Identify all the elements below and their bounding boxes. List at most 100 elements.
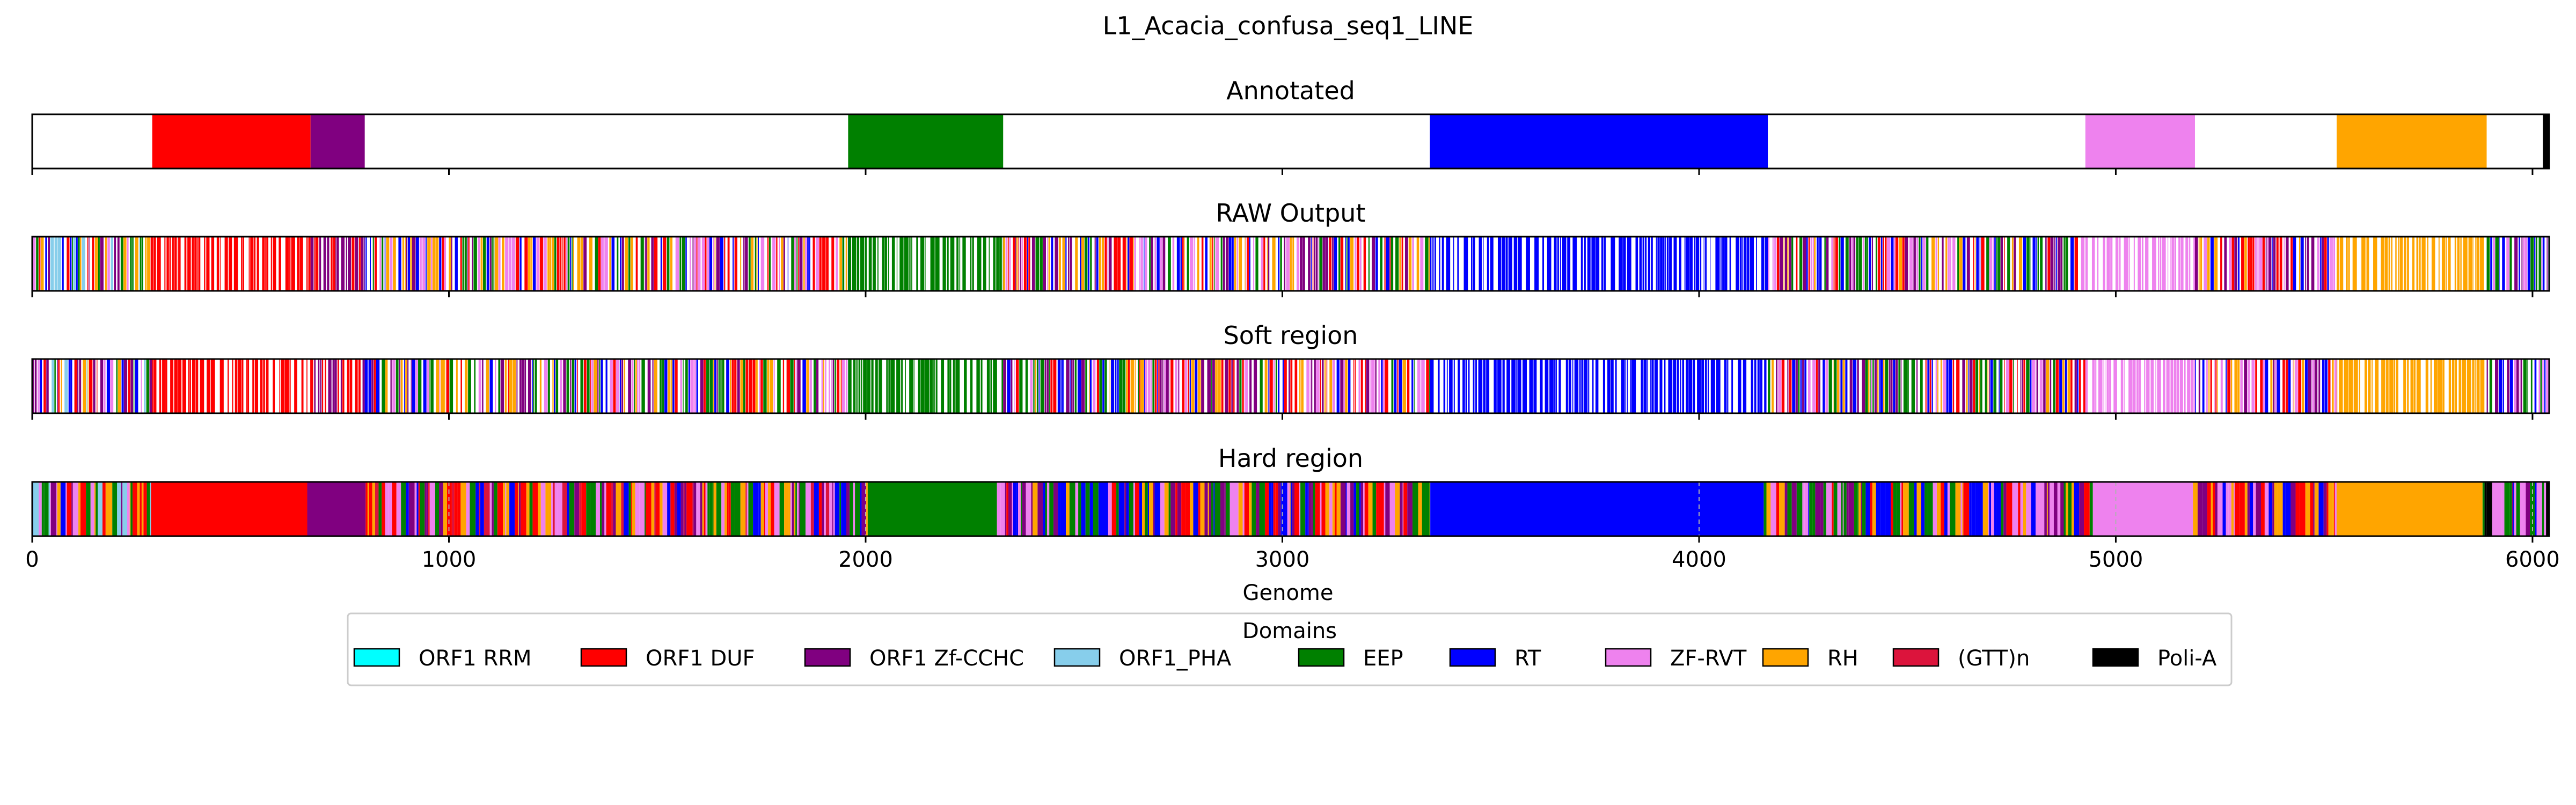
segment-eep bbox=[1856, 237, 1859, 291]
segment-rt bbox=[1381, 359, 1383, 413]
segment-orf1-zf-cchc bbox=[1407, 482, 1410, 536]
segment-eep bbox=[1867, 237, 1868, 291]
segment-rh bbox=[1197, 237, 1199, 291]
legend-swatch bbox=[1605, 648, 1652, 667]
segment-rh bbox=[41, 237, 44, 291]
segment-orf1-duf bbox=[727, 237, 730, 291]
segment-rt bbox=[1574, 359, 1575, 413]
segment-rt bbox=[1760, 359, 1763, 413]
segment-rh bbox=[1062, 237, 1065, 291]
legend-label: (GTT)n bbox=[1958, 646, 2030, 671]
segment-rt bbox=[1876, 482, 1880, 536]
segment-orf1-zf-cchc bbox=[1905, 237, 1908, 291]
segment-orf1-duf bbox=[196, 237, 198, 291]
segment-orf1-duf bbox=[237, 359, 241, 413]
segment-eep bbox=[852, 237, 857, 291]
segment-rt bbox=[1880, 237, 1883, 291]
segment-zf-rvt bbox=[2039, 482, 2045, 536]
segment-zf-rvt bbox=[705, 482, 708, 536]
segment-orf1-duf bbox=[1273, 482, 1276, 536]
segment-eep bbox=[886, 359, 888, 413]
x-ticks bbox=[31, 291, 2534, 297]
segment-orf1-duf bbox=[2260, 482, 2265, 536]
segment-orf1-duf bbox=[705, 237, 707, 291]
segment-eep bbox=[2026, 359, 2030, 413]
segment-rh bbox=[1336, 482, 1341, 536]
segment-orf1-duf bbox=[2079, 359, 2081, 413]
segment-orf1-duf bbox=[67, 237, 70, 291]
segment-rt bbox=[696, 359, 698, 413]
segment-rh bbox=[410, 237, 412, 291]
segment-rh bbox=[1877, 359, 1879, 413]
segment-rt bbox=[1572, 237, 1577, 291]
segment-rt bbox=[62, 237, 64, 291]
segment-eep bbox=[855, 482, 860, 536]
segment-eep bbox=[835, 359, 836, 413]
segment-eep bbox=[879, 359, 882, 413]
segment-rh bbox=[671, 359, 672, 413]
segment-zf-rvt bbox=[2144, 359, 2146, 413]
segment-orf1-duf bbox=[727, 482, 729, 536]
segment-zf-rvt bbox=[1886, 237, 1891, 291]
segment-zf-rvt bbox=[2267, 237, 2268, 291]
segment-orf1-zf-cchc bbox=[2546, 237, 2548, 291]
segment-eep bbox=[1045, 482, 1047, 536]
segment-orf1-zf-cchc bbox=[130, 359, 134, 413]
segment-orf1-duf bbox=[284, 359, 289, 413]
segment-orf1-duf bbox=[1284, 359, 1287, 413]
segment-rt bbox=[1611, 237, 1615, 291]
segment-orf1-duf bbox=[675, 359, 678, 413]
segment-orf1-duf bbox=[153, 237, 156, 291]
segment-orf1-zf-cchc bbox=[621, 359, 624, 413]
segment-zf-rvt bbox=[1804, 482, 1809, 536]
segment-eep bbox=[96, 482, 98, 536]
segment-zf-rvt bbox=[2521, 482, 2523, 536]
segment-eep bbox=[682, 237, 685, 291]
segment-rt bbox=[1016, 482, 1019, 536]
segment-orf1-duf bbox=[1981, 237, 1985, 291]
segment-eep bbox=[1313, 482, 1315, 536]
segment-orf1-pha bbox=[54, 237, 58, 291]
segment-rt bbox=[70, 359, 72, 413]
segment-zf-rvt bbox=[32, 237, 36, 291]
segment-zf-rvt bbox=[825, 359, 826, 413]
segment-zf-rvt bbox=[2119, 237, 2121, 291]
segment-orf1-duf bbox=[428, 482, 430, 536]
segment-rt bbox=[1751, 359, 1754, 413]
segment-rt bbox=[1705, 237, 1707, 291]
segment-eep bbox=[882, 237, 885, 291]
segment-rt bbox=[509, 482, 515, 536]
segment-rt bbox=[1627, 359, 1628, 413]
segment-orf1-duf bbox=[1877, 237, 1880, 291]
segment-eep bbox=[98, 237, 100, 291]
segment-orf1-duf bbox=[359, 237, 361, 291]
segment-orf1-duf bbox=[365, 482, 368, 536]
segment-rt bbox=[1043, 482, 1045, 536]
segment-zf-rvt bbox=[110, 359, 114, 413]
segment-eep bbox=[449, 359, 453, 413]
segment-orf1-duf bbox=[188, 359, 189, 413]
segment-orf1-zf-cchc bbox=[77, 359, 79, 413]
segment-eep bbox=[1898, 359, 1901, 413]
segment-eep bbox=[464, 237, 467, 291]
segment-orf1-duf bbox=[342, 359, 345, 413]
segment-eep bbox=[1872, 359, 1874, 413]
segment-eep bbox=[706, 359, 709, 413]
segment-rh bbox=[2348, 237, 2350, 291]
segment--gtt-n bbox=[825, 482, 830, 536]
segment-rt bbox=[1545, 359, 1549, 413]
segment-rt bbox=[121, 359, 124, 413]
segment-orf1-duf bbox=[257, 237, 259, 291]
segment-rt bbox=[1359, 482, 1361, 536]
segment-orf1-duf bbox=[1340, 237, 1344, 291]
segment-rh bbox=[1184, 237, 1185, 291]
segment-orf1-duf bbox=[228, 359, 229, 413]
segment-orf1-pha bbox=[111, 237, 114, 291]
segment-rt bbox=[1949, 359, 1952, 413]
segment-rh bbox=[702, 482, 704, 536]
segment-eep bbox=[2063, 482, 2066, 536]
segment-rt bbox=[1611, 359, 1614, 413]
segment-rt bbox=[2288, 359, 2291, 413]
segment-zf-rvt bbox=[559, 359, 562, 413]
segment-rt bbox=[1189, 359, 1191, 413]
